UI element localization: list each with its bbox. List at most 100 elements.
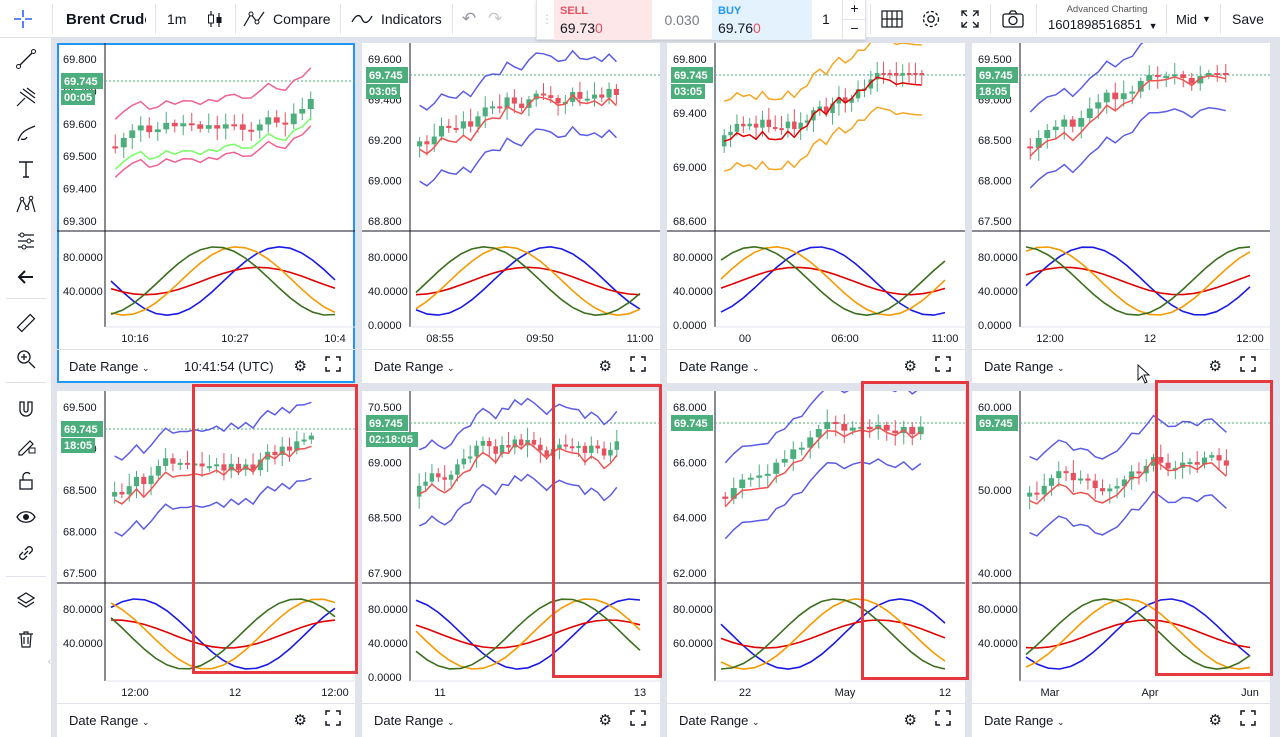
chart-settings-gear-icon[interactable]: ⚙ [293, 358, 307, 375]
candle [112, 146, 119, 149]
maximize-icon[interactable] [630, 710, 646, 726]
time-tick-label: 11:00 [932, 333, 959, 345]
candle [613, 88, 619, 95]
undo-icon[interactable]: ↶ [462, 9, 477, 28]
chart-pane[interactable]: 60.000 50.000 40.000 80.0000 40.0000 Mar Apr Ju… [972, 391, 1270, 737]
camera-icon[interactable] [1001, 0, 1025, 38]
chart-pane[interactable]: 69.80069.70069.60069.50069.40069.30080.0… [57, 43, 355, 383]
candle [917, 426, 924, 435]
last-price-value: 69.745 [64, 76, 98, 88]
candle [582, 445, 588, 453]
ruler-icon[interactable] [10, 308, 42, 338]
zoom-in-icon[interactable] [10, 344, 42, 374]
chart-settings-gear-icon[interactable]: ⚙ [598, 358, 612, 375]
chart-footer: Date Range ⌄ ⚙ [57, 703, 355, 737]
chart-settings-gear-icon[interactable]: ⚙ [1208, 712, 1222, 729]
symbol-search[interactable]: Brent Crude [66, 10, 146, 28]
chart-canvas[interactable]: 68.000 66.000 64.000 62.000 80.0000 60.0000 22… [667, 391, 965, 703]
quantity-decrease-button[interactable]: − [842, 20, 866, 39]
save-button[interactable]: Save [1232, 11, 1264, 27]
candle [294, 441, 300, 451]
lock-drawing-icon[interactable] [10, 430, 42, 460]
chart-settings-gear-icon[interactable]: ⚙ [903, 358, 917, 375]
brush-icon[interactable] [10, 118, 42, 148]
measure-tool-icon[interactable] [10, 226, 42, 256]
pitchfork-icon[interactable] [10, 82, 42, 112]
candles-icon[interactable] [205, 0, 225, 38]
trash-icon[interactable] [10, 624, 42, 654]
candle [747, 477, 754, 480]
date-range-dropdown[interactable]: Date Range ⌄ [69, 359, 150, 374]
account-selector[interactable]: 1601898516851 ▼ [1048, 17, 1158, 32]
candle [849, 427, 856, 431]
chart-canvas[interactable]: 69.800 69.400 69.000 68.600 80.0000 40.0000 0.… [667, 43, 965, 349]
date-range-dropdown[interactable]: Date Range ⌄ [374, 359, 455, 374]
chart-pane[interactable]: 69.50069.00068.50068.00067.50080.000040.… [57, 391, 355, 737]
candle [429, 473, 435, 482]
chart-settings-gear-icon[interactable]: ⚙ [903, 712, 917, 729]
chart-settings-gear-icon[interactable]: ⚙ [293, 712, 307, 729]
trend-line-icon[interactable] [10, 44, 42, 74]
quantity-increase-button[interactable]: + [842, 0, 866, 20]
date-range-dropdown[interactable]: Date Range ⌄ [984, 359, 1065, 374]
candle [239, 124, 246, 130]
maximize-icon[interactable] [325, 710, 341, 726]
candle [1154, 74, 1161, 77]
crosshair-icon[interactable] [6, 0, 40, 38]
link-icon[interactable] [10, 538, 42, 568]
chart-pane[interactable]: 69.600 69.400 69.200 69.000 68.800 80.0000 40.… [362, 43, 660, 383]
text-tool-icon[interactable] [10, 154, 42, 184]
maximize-icon[interactable] [935, 710, 951, 726]
interval-button[interactable]: 1m [167, 11, 187, 27]
candle [154, 129, 161, 133]
chart-pane[interactable]: 69.800 69.400 69.000 68.600 80.0000 40.0000 0.… [667, 43, 965, 383]
fullscreen-icon[interactable] [960, 0, 980, 38]
quantity-input[interactable]: 1 [822, 11, 830, 27]
maximize-icon[interactable] [630, 356, 646, 372]
indicators-button[interactable]: Indicators [351, 0, 442, 38]
buy-button[interactable]: BUY 69.760 [712, 0, 812, 40]
eye-icon[interactable] [10, 502, 42, 532]
chart-pane[interactable]: 70.500 69.000 68.500 67.900 80.0000 40.0000 0.… [362, 391, 660, 737]
candle [290, 113, 297, 125]
chart-settings-gear-icon[interactable]: ⚙ [598, 712, 612, 729]
date-range-dropdown[interactable]: Date Range ⌄ [679, 713, 760, 728]
unlock-icon[interactable] [10, 466, 42, 496]
date-range-dropdown[interactable]: Date Range ⌄ [69, 713, 150, 728]
arrow-back-icon[interactable] [10, 262, 42, 292]
chart-canvas[interactable]: 69.60069.40069.20069.00068.80080.000040.… [362, 43, 660, 349]
layers-icon[interactable] [10, 586, 42, 616]
compare-button[interactable]: Compare [242, 0, 331, 38]
pattern-tool-icon[interactable] [10, 190, 42, 220]
settings-gear-icon[interactable] [920, 0, 942, 38]
oscillator-tick-label: 40.0000 [368, 638, 408, 650]
chart-canvas[interactable]: 69.50069.00068.50068.00067.50080.000040.… [57, 391, 355, 703]
price-tick-label: 69.200 [368, 135, 402, 147]
date-range-dropdown[interactable]: Date Range ⌄ [984, 713, 1065, 728]
candle [197, 124, 204, 129]
collapse-sidebar-icon[interactable]: ‹ [48, 656, 51, 666]
candle [730, 488, 737, 499]
sell-button[interactable]: SELL 69.730 [554, 0, 652, 40]
chart-canvas[interactable]: 69.50069.00068.50068.00067.50080.000040.… [972, 43, 1270, 349]
bar-countdown-value: 03:05 [369, 86, 397, 98]
price-mode-dropdown[interactable]: Mid ▼ [1176, 0, 1211, 38]
maximize-icon[interactable] [325, 356, 341, 372]
maximize-icon[interactable] [1240, 356, 1256, 372]
maximize-icon[interactable] [935, 356, 951, 372]
date-range-dropdown[interactable]: Date Range ⌄ [374, 713, 455, 728]
chart-canvas[interactable]: 69.80069.70069.60069.50069.40069.30080.0… [57, 43, 355, 349]
oscillator-line [415, 598, 641, 670]
magnet-icon[interactable] [10, 394, 42, 424]
chart-settings-gear-icon[interactable]: ⚙ [1208, 358, 1222, 375]
chart-canvas[interactable]: 70.500 69.000 68.500 67.900 80.0000 40.0000 0.… [362, 391, 660, 703]
utc-clock[interactable]: 10:41:54 (UTC) [184, 359, 274, 374]
candle [497, 106, 503, 109]
redo-icon[interactable]: ↷ [488, 9, 503, 28]
maximize-icon[interactable] [1240, 710, 1256, 726]
layout-grid-icon[interactable] [881, 0, 903, 38]
date-range-dropdown[interactable]: Date Range ⌄ [679, 359, 760, 374]
chart-canvas[interactable]: 60.000 50.000 40.000 80.0000 40.0000 Mar Apr Ju… [972, 391, 1270, 703]
indicator-line [114, 67, 312, 120]
